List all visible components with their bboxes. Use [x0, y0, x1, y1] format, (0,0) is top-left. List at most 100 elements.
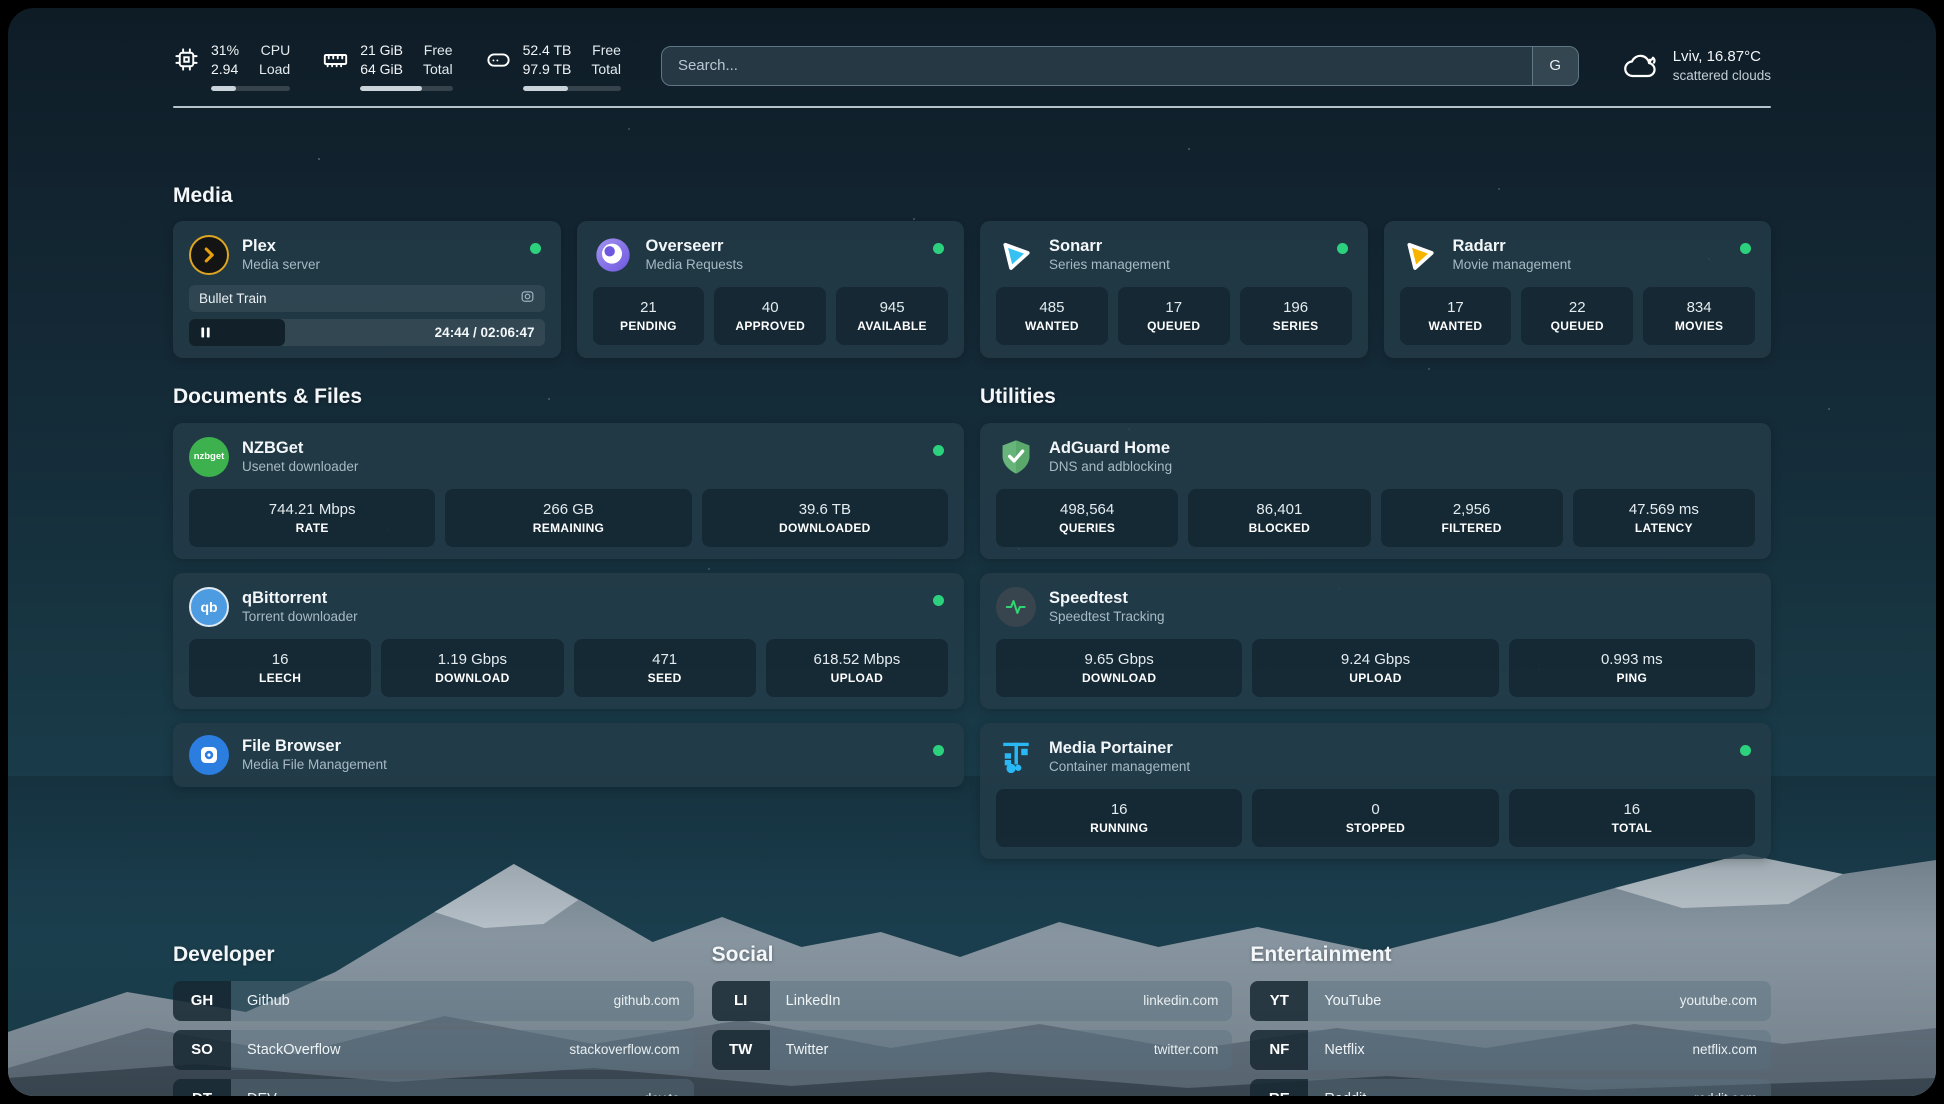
- stat-tile-stopped: 0 STOPPED: [1252, 788, 1499, 847]
- qbittorrent-icon: qb: [189, 586, 229, 627]
- status-online-dot: [933, 594, 944, 606]
- system-stats: 31% 2.94 CPU Load: [173, 41, 621, 91]
- search-input[interactable]: [661, 46, 1532, 85]
- app-card-radarr[interactable]: Radarr Movie management 17 WANTED 22 QUE…: [1383, 220, 1771, 358]
- bookmark-group-entertainment: Entertainment YT YouTube youtube.com NF …: [1250, 943, 1771, 1096]
- bookmark-twitter[interactable]: TW Twitter twitter.com: [711, 1029, 1233, 1070]
- section-title-documents: Documents & Files: [173, 384, 363, 408]
- portainer-icon: [996, 737, 1036, 777]
- stat-tile-filtered: 2,956 FILTERED: [1380, 488, 1563, 547]
- app-card-adguard[interactable]: AdGuard Home DNS and adblocking 498,564 …: [980, 422, 1771, 559]
- stat-tile-queries: 498,564 QUERIES: [996, 488, 1179, 547]
- bookmark-netflix[interactable]: NF Netflix netflix.com: [1250, 1029, 1771, 1070]
- bookmark-reddit[interactable]: RE Reddit reddit.com: [1250, 1078, 1771, 1096]
- app-card-nzbget[interactable]: nzbget NZBGet Usenet downloader 744.21 M…: [173, 422, 964, 559]
- stat-tile-blocked: 86,401 BLOCKED: [1188, 488, 1371, 547]
- nzbget-icon: nzbget: [189, 436, 229, 477]
- filebrowser-icon: [189, 734, 229, 775]
- memory-total-value: 64 GiB: [360, 61, 403, 78]
- stat-tile-total: 16 TOTAL: [1508, 788, 1755, 847]
- stat-tile-approved: 40 APPROVED: [714, 286, 827, 345]
- bookmark-dev[interactable]: DT DEV dev.to: [173, 1078, 694, 1096]
- bookmark-github[interactable]: GH Github github.com: [173, 980, 694, 1021]
- cpu-label: CPU: [260, 42, 291, 58]
- stat-tile-wanted: 17 WANTED: [1399, 286, 1512, 345]
- app-card-overseerr[interactable]: Overseerr Media Requests 21 PENDING 40 A…: [576, 220, 964, 358]
- app-name: Media Portainer: [1049, 738, 1173, 757]
- utilities-column: Utilities AdGuard Home: [980, 385, 1771, 873]
- app-card-sonarr[interactable]: Sonarr Series management 485 WANTED 17 Q…: [980, 220, 1368, 358]
- app-name: Overseerr: [645, 236, 724, 255]
- app-desc: Speedtest Tracking: [1049, 609, 1165, 625]
- app-desc: Torrent downloader: [242, 609, 358, 625]
- app-desc: Series management: [1049, 257, 1170, 273]
- section-title-media: Media: [173, 183, 233, 207]
- stat-tile-upload: 618.52 Mbps UPLOAD: [765, 638, 948, 697]
- pause-button[interactable]: [189, 318, 285, 346]
- stat-tile-upload: 9.24 Gbps UPLOAD: [1252, 638, 1499, 697]
- app-desc: Media File Management: [242, 757, 387, 773]
- app-desc: Container management: [1049, 759, 1191, 775]
- disk-free-value: 52.4 TB: [522, 42, 572, 58]
- stat-tile-download: 9.65 Gbps DOWNLOAD: [996, 638, 1243, 697]
- section-title-developer: Developer: [173, 942, 275, 966]
- app-desc: Usenet downloader: [242, 459, 359, 475]
- stat-tile-running: 16 RUNNING: [996, 788, 1243, 847]
- player-progress-bar[interactable]: 24:44 / 02:06:47: [189, 318, 545, 346]
- sonarr-icon: [996, 235, 1036, 275]
- cpu-load-value: 2.94: [211, 61, 239, 78]
- app-card-filebrowser[interactable]: File Browser Media File Management: [173, 722, 964, 787]
- status-online-dot: [933, 242, 944, 254]
- bookmark-stackoverflow[interactable]: SO StackOverflow stackoverflow.com: [173, 1029, 694, 1070]
- disk-total-value: 97.9 TB: [522, 61, 572, 78]
- app-card-qbittorrent[interactable]: qb qBittorrent Torrent downloader 16 LEE…: [173, 572, 964, 709]
- app-name: Radarr: [1452, 236, 1506, 255]
- section-title-utilities: Utilities: [980, 384, 1056, 408]
- app-desc: Media server: [242, 257, 321, 273]
- disk-stat-widget: 52.4 TB 97.9 TB Free Total: [485, 41, 621, 91]
- bookmark-linkedin[interactable]: LI LinkedIn linkedin.com: [711, 980, 1233, 1021]
- app-desc: Movie management: [1452, 257, 1572, 273]
- stat-tile-available: 945 AVAILABLE: [836, 286, 948, 345]
- speedtest-icon: [996, 586, 1036, 627]
- adguard-icon: [996, 437, 1036, 477]
- app-desc: DNS and adblocking: [1049, 459, 1173, 475]
- session-camera-icon: [520, 289, 535, 307]
- bookmark-group-social: Social LI LinkedIn linkedin.com TW Twitt…: [711, 943, 1233, 1079]
- search-bar: G: [660, 45, 1579, 86]
- section-title-entertainment: Entertainment: [1250, 942, 1392, 966]
- search-engine-button[interactable]: G: [1531, 46, 1578, 85]
- mountain-background: [8, 854, 1936, 1096]
- cpu-percent: 31%: [211, 42, 240, 58]
- memory-free-label: Free: [423, 42, 453, 58]
- app-card-portainer[interactable]: Media Portainer Container management 16 …: [980, 722, 1771, 859]
- app-name: File Browser: [242, 736, 342, 755]
- app-name: qBittorrent: [242, 588, 328, 607]
- cpu-stat-widget: 31% 2.94 CPU Load: [173, 41, 291, 91]
- memory-total-label: Total: [423, 61, 453, 78]
- memory-free-value: 21 GiB: [360, 42, 403, 58]
- status-online-dot: [1740, 744, 1751, 756]
- bookmark-group-developer: Developer GH Github github.com SO StackO…: [173, 943, 694, 1096]
- stat-tile-movies: 834 MOVIES: [1643, 286, 1755, 345]
- plex-icon: [189, 234, 229, 275]
- stat-tile-queued: 22 QUEUED: [1521, 286, 1634, 345]
- app-card-speedtest[interactable]: Speedtest Speedtest Tracking 9.65 Gbps D…: [980, 572, 1771, 709]
- disk-progress-bar: [522, 85, 621, 91]
- stat-tile-leech: 16 LEECH: [189, 638, 372, 697]
- cpu-icon: [173, 46, 200, 73]
- stat-tile-queued: 17 QUEUED: [1117, 286, 1230, 345]
- app-name: Plex: [242, 236, 276, 255]
- app-card-plex[interactable]: Plex Media server Bullet Train 24:44 / 0: [173, 220, 561, 358]
- ram-icon: [322, 46, 349, 73]
- cpu-progress-bar: [211, 85, 291, 91]
- app-name: NZBGet: [242, 438, 304, 457]
- radarr-icon: [1400, 235, 1440, 275]
- stat-tile-pending: 21 PENDING: [592, 286, 705, 345]
- disk-icon: [485, 46, 512, 73]
- documents-column: Documents & Files nzbget NZBGet Usenet d…: [173, 385, 964, 801]
- bookmark-youtube[interactable]: YT YouTube youtube.com: [1250, 980, 1771, 1021]
- stat-tile-downloaded: 39.6 TB DOWNLOADED: [701, 488, 948, 547]
- status-online-dot: [1740, 242, 1751, 254]
- status-online-dot: [933, 744, 944, 756]
